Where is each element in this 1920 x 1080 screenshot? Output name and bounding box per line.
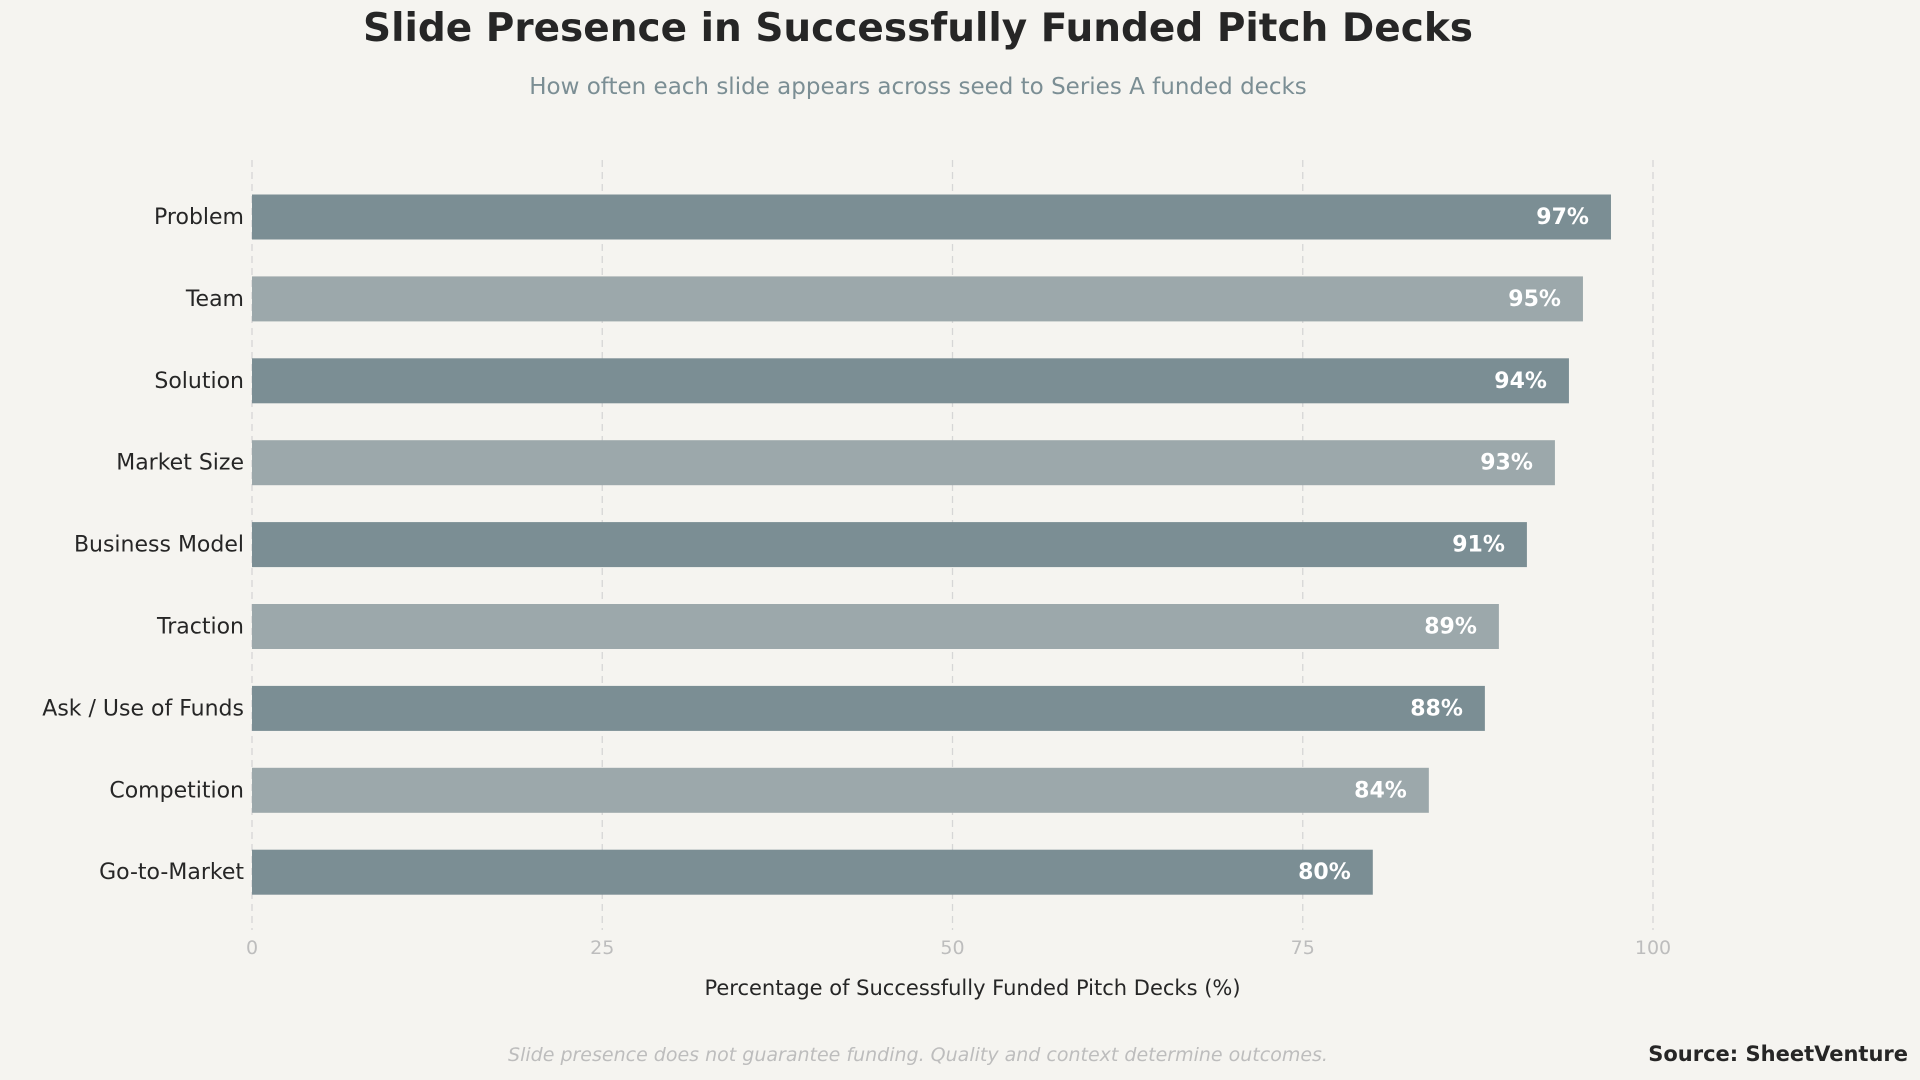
data-label: 88% — [1410, 696, 1463, 721]
y-tick-label: Business Model — [74, 533, 244, 558]
x-tick-label: 25 — [590, 937, 614, 959]
bar — [252, 194, 1611, 240]
bar — [252, 685, 1485, 731]
footnote: Slide presence does not guarantee fundin… — [508, 1044, 1328, 1066]
data-label: 89% — [1424, 615, 1477, 640]
bar — [252, 358, 1569, 404]
source-label: Source: SheetVenture — [1648, 1042, 1908, 1066]
x-tick-label: 100 — [1635, 937, 1671, 959]
x-tick-label: 50 — [940, 937, 964, 959]
y-tick-label: Go-to-Market — [99, 860, 244, 885]
y-tick-label: Competition — [109, 778, 244, 803]
y-tick-label: Traction — [156, 615, 244, 640]
y-tick-label: Problem — [154, 205, 244, 230]
chart-subtitle: How often each slide appears across seed… — [529, 74, 1307, 100]
x-tick-label: 75 — [1291, 937, 1315, 959]
y-tick-label: Ask / Use of Funds — [42, 696, 244, 721]
y-tick-label: Solution — [154, 369, 244, 394]
bar — [252, 767, 1429, 813]
data-label: 94% — [1494, 369, 1547, 394]
bar — [252, 440, 1555, 486]
data-label: 97% — [1536, 205, 1589, 230]
bar — [252, 604, 1499, 649]
bar — [252, 849, 1373, 895]
y-tick-label: Market Size — [116, 451, 244, 476]
chart-title: Slide Presence in Successfully Funded Pi… — [363, 6, 1473, 51]
data-label: 93% — [1480, 451, 1533, 476]
bar — [252, 276, 1583, 322]
x-tick-label: 0 — [246, 937, 258, 959]
bar — [252, 522, 1527, 568]
data-label: 95% — [1508, 287, 1561, 312]
data-label: 91% — [1452, 533, 1505, 558]
y-tick-label: Team — [185, 287, 244, 312]
data-label: 80% — [1298, 860, 1351, 885]
data-label: 84% — [1354, 778, 1407, 803]
x-axis-label: Percentage of Successfully Funded Pitch … — [704, 976, 1240, 1000]
